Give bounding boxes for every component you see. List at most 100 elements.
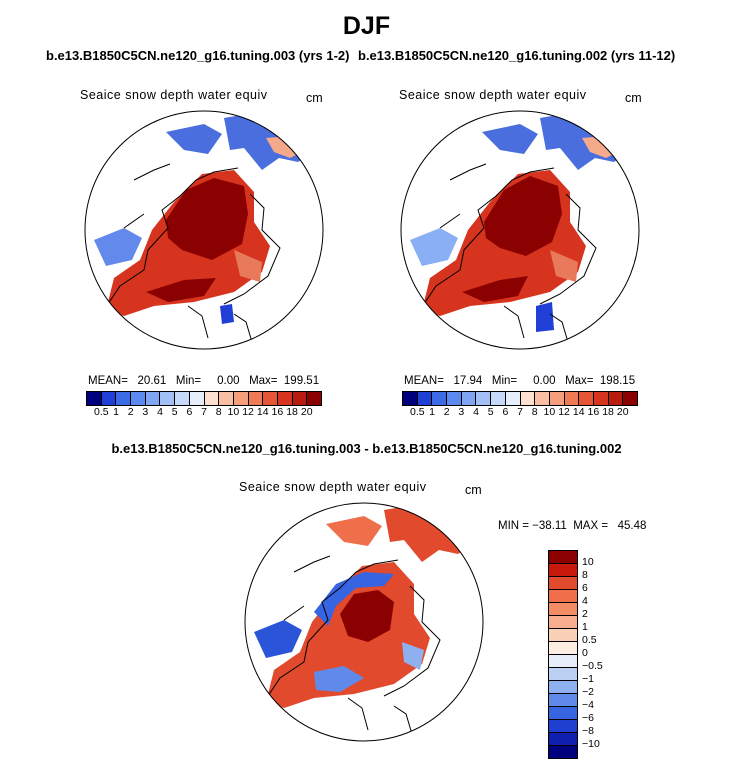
colorbar-tick-label: −10	[582, 738, 600, 750]
panel2-left-snow	[410, 228, 458, 266]
colorbar-tick-label: 8	[215, 406, 222, 418]
colorbar-swatch	[233, 392, 249, 405]
colorbar-swatch	[549, 603, 577, 616]
colorbar-tick-label: 1	[429, 406, 435, 418]
colorbar-swatch	[549, 746, 577, 758]
panel3-units-label: cm	[465, 483, 482, 497]
colorbar-tick-label: 6	[582, 582, 588, 594]
colorbar-tick-label: 7	[517, 406, 523, 418]
colorbar-swatch	[263, 392, 278, 405]
colorbar-swatch	[520, 392, 536, 405]
panel1-bottom-ice	[146, 278, 216, 302]
panel1-units-label: cm	[306, 91, 323, 105]
colorbar-swatch	[432, 392, 448, 405]
panel3-colorbar	[548, 550, 578, 759]
colorbar-tick-label: 0.5	[94, 406, 109, 418]
colorbar-swatch	[549, 642, 577, 655]
colorbar-tick-label: 4	[157, 406, 163, 418]
colorbar-swatch	[549, 720, 577, 733]
colorbar-tick-label: −8	[582, 725, 594, 737]
colorbar-tick-label: 10	[543, 406, 556, 418]
panel3-bottom-blue	[314, 666, 364, 692]
panel2-ice-core	[484, 176, 562, 256]
colorbar-swatch	[160, 392, 176, 405]
page-title: DJF	[342, 12, 391, 40]
panel2-small-snow	[536, 302, 554, 332]
panel2-polar-map	[400, 110, 640, 350]
difference-title: b.e13.B1850C5CN.ne120_g16.tuning.003 - b…	[111, 441, 622, 456]
panel1-polar-map	[84, 110, 324, 350]
panel2-right-ice	[550, 250, 578, 282]
colorbar-swatch	[549, 629, 577, 642]
colorbar-tick-label: 3	[458, 406, 465, 418]
colorbar-swatch	[579, 392, 594, 405]
colorbar-swatch	[623, 392, 637, 405]
colorbar-swatch	[417, 392, 433, 405]
colorbar-swatch	[549, 655, 577, 668]
colorbar-tick-label: 12	[242, 406, 254, 418]
colorbar-swatch	[101, 392, 117, 405]
colorbar-tick-label: 0.5	[582, 634, 597, 646]
colorbar-tick-label: 4	[473, 406, 479, 418]
colorbar-swatch	[505, 392, 521, 405]
colorbar-swatch	[549, 707, 577, 720]
colorbar-tick-label: −6	[582, 712, 594, 724]
colorbar-tick-label: −2	[582, 686, 594, 698]
colorbar-swatch	[87, 392, 102, 405]
panel2-coastlines	[419, 163, 597, 343]
panel1-upper-left-snow	[166, 124, 222, 154]
colorbar-swatch	[189, 392, 205, 405]
colorbar-swatch	[549, 577, 577, 590]
colorbar-swatch	[447, 392, 462, 405]
panel3-coastlines	[263, 555, 441, 735]
colorbar-tick-label: 5	[487, 406, 494, 418]
colorbar-swatch	[116, 392, 132, 405]
colorbar-swatch	[549, 616, 577, 629]
panel3-left-blue	[254, 620, 302, 658]
colorbar-tick-label: 20	[616, 406, 629, 418]
colorbar-tick-label: 16	[271, 406, 284, 418]
colorbar-tick-label: 16	[587, 406, 600, 418]
colorbar-tick-label: 4	[582, 595, 588, 607]
colorbar-tick-label: 0.5	[410, 406, 425, 418]
colorbar-tick-label: 2	[582, 608, 588, 620]
colorbar-tick-label: 8	[582, 569, 588, 581]
panel3-polar-map	[244, 502, 484, 742]
panel3-upper-right-red	[384, 504, 476, 562]
panel2-units-label: cm	[625, 91, 642, 105]
colorbar-swatch	[292, 392, 308, 405]
colorbar-tick-label: −1	[582, 673, 594, 685]
colorbar-swatch	[564, 392, 580, 405]
colorbar-swatch	[491, 392, 506, 405]
colorbar-tick-label: −0.5	[582, 660, 603, 672]
panel2-bottom-ice	[462, 276, 528, 302]
panel2-upper-left-snow	[482, 124, 538, 154]
colorbar-tick-label: 18	[602, 406, 614, 418]
panel1-small-snow	[220, 304, 234, 324]
panel1-left-snow	[94, 228, 142, 266]
colorbar-swatch	[549, 392, 565, 405]
colorbar-swatch	[593, 392, 609, 405]
colorbar-tick-label: 1	[582, 621, 588, 633]
colorbar-swatch	[549, 733, 577, 746]
colorbar-swatch	[204, 392, 220, 405]
panel3-right-blue	[402, 642, 424, 670]
colorbar-tick-label: 2	[443, 406, 450, 418]
colorbar-swatch	[549, 668, 577, 681]
panel3-blue-arc	[314, 572, 394, 626]
colorbar-swatch	[476, 392, 492, 405]
panel2-stats: MEAN= 17.94 Min= 0.00 Max= 198.15	[404, 375, 636, 387]
panel1-coastlines	[103, 163, 281, 343]
colorbar-tick-label: 5	[171, 406, 178, 418]
panel3-colorbar-ticks: 10 8 6 4 2 1 0.5 0 −0.5 −1 −2 −4 −6 −8 −10	[582, 550, 642, 750]
colorbar-swatch	[175, 392, 190, 405]
panel1-variable-label: Seaice snow depth water equiv	[80, 88, 268, 102]
colorbar-tick-label: 14	[256, 406, 269, 418]
colorbar-swatch	[608, 392, 624, 405]
colorbar-swatch	[549, 564, 577, 577]
panel1-ice-core	[166, 178, 248, 260]
colorbar-swatch	[219, 392, 234, 405]
colorbar-swatch	[277, 392, 293, 405]
case2-title: b.e13.B1850C5CN.ne120_g16.tuning.002 (yr…	[358, 48, 676, 63]
colorbar-tick-label: 2	[127, 406, 134, 418]
